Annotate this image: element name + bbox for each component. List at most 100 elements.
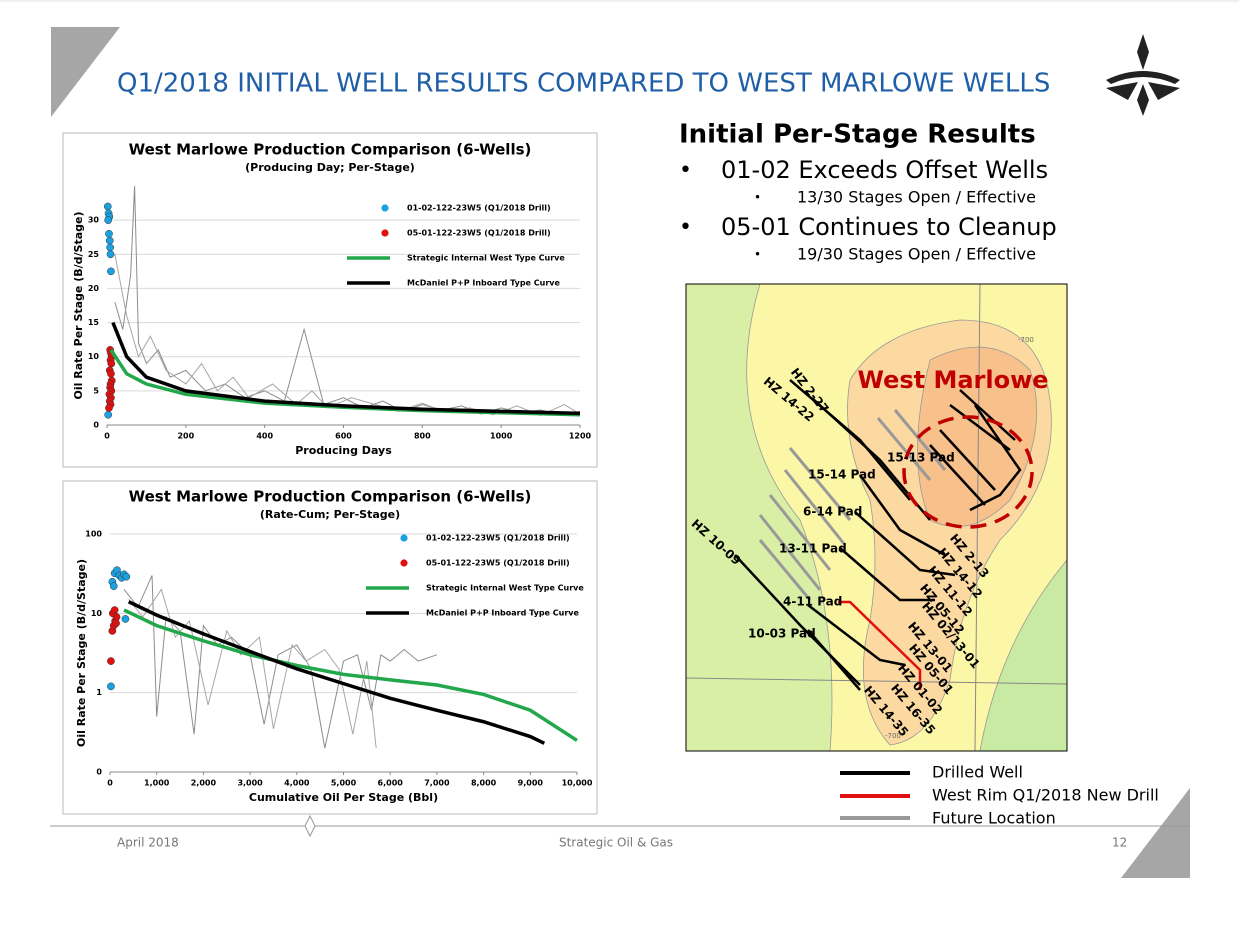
data-point (107, 369, 115, 378)
series-line (123, 608, 578, 742)
data-point (103, 202, 112, 211)
bullet: • (679, 215, 692, 240)
x-tick-label: 3,000 (237, 779, 263, 788)
chart-subtitle: (Rate-Cum; Per-Stage) (260, 508, 400, 521)
legend-label: 01-02-122-23W5 (Q1/2018 Drill) (426, 534, 570, 543)
map-label: 13-11 Pad (779, 542, 847, 556)
logo (1106, 34, 1180, 116)
series-line (123, 575, 438, 749)
x-tick-label: 1000 (490, 432, 513, 441)
data-point (110, 606, 119, 614)
bullet: • (679, 158, 692, 183)
chart-subtitle: (Producing Day; Per-Stage) (245, 161, 415, 174)
x-tick-label: 400 (256, 432, 273, 441)
map-legend-label: West Rim Q1/2018 New Drill (932, 786, 1159, 805)
map-label: 15-14 Pad (808, 468, 876, 482)
legend-label: McDaniel P+P Inboard Type Curve (426, 609, 579, 618)
bullet: • (754, 248, 761, 262)
legend-marker (381, 204, 389, 212)
footer-page: 12 (1112, 836, 1127, 850)
x-tick-label: 800 (414, 432, 431, 441)
legend-marker (400, 559, 408, 567)
map-label: 15-13 Pad (887, 451, 955, 465)
x-tick-label: 0 (107, 779, 113, 788)
y-tick-label: 25 (88, 250, 100, 259)
y-tick-label: 100 (85, 530, 102, 539)
y-tick-label: 15 (88, 318, 100, 327)
y-axis-label: Oil Rate Per Stage (B/d/Stage) (72, 212, 85, 400)
chart-title: West Marlowe Production Comparison (6-We… (129, 141, 532, 159)
chart-title: West Marlowe Production Comparison (6-We… (129, 488, 532, 506)
data-point (104, 216, 113, 224)
y-axis-label: Oil Rate Per Stage (B/d/Stage) (75, 559, 88, 747)
charts: West Marlowe Production Comparison (6-We… (72, 141, 593, 805)
chart-frame (62, 132, 598, 468)
footer-company: Strategic Oil & Gas (559, 836, 673, 850)
footer-date: April 2018 (117, 836, 179, 850)
map: West Marlowe HZ 2-27 HZ 14-22 15-13 Pad … (685, 283, 1068, 752)
x-tick-label: 1200 (569, 432, 592, 441)
data-point (105, 404, 113, 412)
corner-triangle (1121, 788, 1190, 878)
contour-label: -700 (1018, 336, 1034, 344)
x-tick-label: 6,000 (378, 779, 404, 788)
data-point (106, 250, 115, 259)
legend-label: 01-02-122-23W5 (Q1/2018 Drill) (407, 204, 551, 213)
result-detail: 13/30 Stages Open / Effective (797, 188, 1036, 207)
x-tick-label: 7,000 (424, 779, 450, 788)
x-tick-label: 200 (177, 432, 194, 441)
result-detail: 19/30 Stages Open / Effective (797, 245, 1036, 264)
slide-title: Q1/2018 INITIAL WELL RESULTS COMPARED TO… (117, 69, 1050, 99)
legend-marker (381, 229, 389, 237)
data-point (107, 359, 116, 368)
chart-frame (62, 480, 598, 815)
map-title: West Marlowe (857, 366, 1048, 394)
map-label: 10-03 Pad (748, 627, 816, 641)
bullet: • (754, 191, 761, 205)
footer-diamond (304, 814, 316, 838)
data-point (107, 682, 115, 691)
y-tick-label: 0 (96, 768, 102, 777)
corner-triangle (51, 27, 120, 117)
map-legend-label: Drilled Well (932, 763, 1023, 782)
legend-marker (400, 534, 408, 542)
x-tick-label: 1,000 (144, 779, 170, 788)
legend-label: 05-01-122-23W5 (Q1/2018 Drill) (426, 559, 570, 568)
data-point (105, 236, 114, 245)
contour-label: -700 (885, 732, 901, 740)
legend-label: Strategic Internal West Type Curve (426, 584, 584, 593)
result-item: 01-02 Exceeds Offset Wells (721, 156, 1048, 184)
data-point (112, 619, 120, 628)
y-tick-label: 5 (93, 386, 99, 395)
x-tick-label: 9,000 (518, 779, 544, 788)
y-tick-label: 20 (88, 284, 100, 293)
data-point (109, 582, 118, 591)
y-tick-label: 30 (88, 216, 100, 225)
x-tick-label: 0 (104, 432, 110, 441)
result-item: 05-01 Continues to Cleanup (721, 213, 1057, 241)
map-legend-label: Future Location (932, 809, 1056, 828)
map-label: 4-11 Pad (783, 595, 842, 609)
legend-label: 05-01-122-23W5 (Q1/2018 Drill) (407, 229, 551, 238)
x-tick-label: 8,000 (471, 779, 497, 788)
x-tick-label: 2,000 (191, 779, 217, 788)
y-tick-label: 10 (88, 352, 100, 361)
y-tick-label: 1 (96, 688, 102, 697)
data-point (107, 657, 115, 665)
data-point (104, 410, 113, 419)
data-point (122, 572, 131, 581)
x-tick-label: 5,000 (331, 779, 357, 788)
y-tick-label: 0 (93, 421, 99, 430)
data-point (121, 615, 130, 623)
legend-label: McDaniel P+P Inboard Type Curve (407, 279, 560, 288)
legend-label: Strategic Internal West Type Curve (407, 254, 565, 263)
data-point (105, 229, 113, 238)
series-line (114, 254, 581, 416)
x-axis-label: Producing Days (295, 444, 392, 457)
x-axis-label: Cumulative Oil Per Stage (Bbl) (249, 791, 438, 804)
data-point (106, 243, 115, 252)
results-heading: Initial Per-Stage Results (679, 120, 1036, 150)
map-label: 6-14 Pad (803, 505, 862, 519)
x-tick-label: 10,000 (562, 779, 593, 788)
